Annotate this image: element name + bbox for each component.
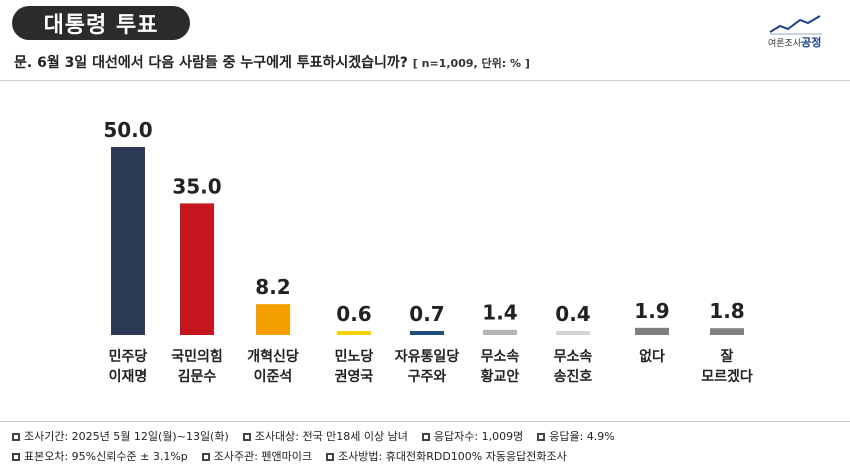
footer-row1-item-3: 응답율: 4.9% <box>537 430 615 443</box>
value-label-0: 50.0 <box>103 118 152 142</box>
footer-row1-text-3: 응답율: 4.9% <box>549 430 615 443</box>
footer-row1-text-1: 조사대상: 전국 만18세 이상 남녀 <box>254 430 408 443</box>
category-label-8-0: 잘 <box>721 349 734 365</box>
category-label-4-1: 구주와 <box>408 368 447 385</box>
value-label-7: 1.9 <box>634 299 669 323</box>
bar-4 <box>410 331 444 335</box>
footer-divider <box>0 421 850 422</box>
category-label-5-1: 황교안 <box>481 368 520 385</box>
bar-5 <box>483 329 517 335</box>
bullet-square-icon <box>242 433 251 441</box>
category-label-0-1: 이재명 <box>109 368 148 385</box>
category-label-2-1: 이준석 <box>254 368 293 385</box>
value-label-4: 0.7 <box>409 302 444 326</box>
bullet-square-icon <box>12 433 20 441</box>
question-line: 문. 6월 3일 대선에서 다음 사람들 중 누구에게 투표하시겠습니까? [ … <box>14 52 844 72</box>
footer-row2-text-0: 표본오차: 95%신뢰수준 ± 3.1%p <box>24 450 188 463</box>
footer-row1-item-0: 조사기간: 2025년 5월 12일(월)~13일(화) <box>12 430 229 443</box>
logo-small-text: 여론조사 <box>768 39 802 49</box>
category-label-3-1: 권영국 <box>335 368 374 385</box>
footer-row1-item-1: 조사대상: 전국 만18세 이상 남녀 <box>242 430 408 443</box>
bar-2 <box>256 304 290 335</box>
category-label-6-1: 송진호 <box>554 368 593 385</box>
bar-1 <box>180 203 214 335</box>
bar-3 <box>337 331 371 335</box>
footer-row2-item-1: 조사주관: 펜앤마이크 <box>201 450 313 463</box>
logo-chart-icon <box>769 15 822 35</box>
bar-0 <box>111 147 145 335</box>
bullet-square-icon <box>421 433 430 441</box>
header-divider <box>0 80 850 81</box>
category-label-6-0: 무소속 <box>554 349 593 365</box>
footer-row2-item-0: 표본오차: 95%신뢰수준 ± 3.1%p <box>12 450 188 463</box>
value-label-3: 0.6 <box>336 302 371 326</box>
category-label-4-0: 자유통일당 <box>395 348 460 365</box>
category-label-8-1: 모르겠다 <box>701 368 753 385</box>
footer-row2-item-2: 조사방법: 휴대전화RDD100% 자동응답전화조사 <box>326 450 567 463</box>
logo-brand-text: 공정 <box>801 36 822 49</box>
footer-row1-text-0: 조사기간: 2025년 5월 12일(월)~13일(화) <box>24 430 229 443</box>
category-label-3-0: 민노당 <box>335 348 374 365</box>
question-meta: [ n=1,009, 단위: % ] <box>412 57 530 70</box>
bar-7 <box>635 327 669 335</box>
bullet-square-icon <box>201 453 210 461</box>
footer-row2-text-2: 조사방법: 휴대전화RDD100% 자동응답전화조사 <box>338 450 567 463</box>
category-label-2-0: 개혁신당 <box>247 348 299 365</box>
category-label-1-0: 국민의힘 <box>171 348 223 365</box>
bar-8 <box>710 328 744 335</box>
bullet-square-icon <box>537 433 546 441</box>
footer-row-1: 조사기간: 2025년 5월 12일(월)~13일(화) 조사대상: 전국 만18… <box>12 428 629 444</box>
value-label-5: 1.4 <box>482 301 517 325</box>
footer-row-2: 표본오차: 95%신뢰수준 ± 3.1%p 조사주관: 펜앤마이크 조사방법: 휴대… <box>12 448 581 464</box>
footer-row2-text-1: 조사주관: 펜앤마이크 <box>213 450 313 463</box>
value-label-1: 35.0 <box>172 174 221 198</box>
category-label-7-0: 없다 <box>639 349 665 365</box>
bar-6 <box>556 331 590 335</box>
pollster-logo: 여론조사공정 <box>768 14 828 49</box>
value-label-6: 0.4 <box>555 302 590 326</box>
category-label-5-0: 무소속 <box>481 349 520 365</box>
question-text: 문. 6월 3일 대선에서 다음 사람들 중 누구에게 투표하시겠습니까? <box>14 55 408 71</box>
bullet-square-icon <box>12 453 20 461</box>
category-label-1-1: 김문수 <box>178 368 217 385</box>
value-label-8: 1.8 <box>709 299 744 323</box>
bullet-square-icon <box>326 453 335 461</box>
category-label-0-0: 민주당 <box>109 348 148 365</box>
page-title: 대통령 투표 <box>12 6 190 40</box>
footer-row1-text-2: 응답자수: 1,009명 <box>433 430 524 443</box>
footer-row1-item-2: 응답자수: 1,009명 <box>421 430 524 443</box>
value-label-2: 8.2 <box>255 275 290 299</box>
